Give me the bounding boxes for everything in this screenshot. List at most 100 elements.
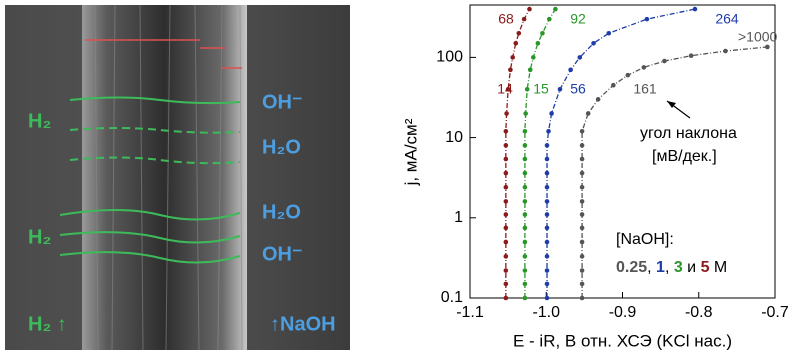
data-point xyxy=(544,170,550,176)
legend-entry: 0.25 xyxy=(616,259,647,276)
data-point xyxy=(503,268,509,273)
legend-entry: M xyxy=(709,259,727,276)
data-point xyxy=(723,48,728,54)
data-point xyxy=(591,40,596,46)
data-point xyxy=(579,143,585,148)
data-point xyxy=(544,239,550,245)
data-point xyxy=(522,281,528,287)
data-point xyxy=(510,55,515,60)
x-tick-label: -1.0 xyxy=(532,304,560,321)
series-line xyxy=(524,8,556,298)
data-point xyxy=(527,6,532,12)
annotation: 264 xyxy=(715,11,739,27)
data-point xyxy=(503,225,509,231)
data-point xyxy=(692,6,698,12)
data-point xyxy=(625,72,631,78)
data-point xyxy=(544,199,550,204)
data-point xyxy=(544,185,550,190)
annotation: 68 xyxy=(498,11,514,27)
data-point xyxy=(544,268,550,273)
annotation: 92 xyxy=(570,11,586,27)
data-point xyxy=(521,16,527,22)
data-point xyxy=(688,53,694,58)
data-point xyxy=(503,143,509,148)
x-tick-label: -0.7 xyxy=(761,304,789,321)
data-point xyxy=(522,170,528,176)
data-point xyxy=(579,239,585,245)
data-point xyxy=(579,225,585,231)
data-point xyxy=(516,30,522,36)
data-point xyxy=(544,225,550,231)
data-point xyxy=(606,30,612,36)
data-point xyxy=(527,67,533,73)
data-point xyxy=(544,281,550,287)
data-point xyxy=(557,87,563,92)
y-axis-label: j, мА/см² xyxy=(401,118,420,186)
data-point xyxy=(503,295,509,301)
series-line xyxy=(505,8,531,298)
data-point xyxy=(522,185,528,190)
data-point xyxy=(579,212,585,217)
arrow-head xyxy=(667,101,676,108)
data-point xyxy=(522,128,528,134)
data-point xyxy=(508,67,513,73)
data-point xyxy=(503,281,509,287)
image-label: H₂ xyxy=(28,226,51,248)
data-point xyxy=(535,40,541,46)
data-point xyxy=(585,111,591,116)
data-point xyxy=(544,156,550,162)
image-label: H₂O xyxy=(262,201,301,223)
legend: 0.25, 1, 3 и 5 M xyxy=(616,259,727,276)
image-label: H₂O xyxy=(262,136,301,158)
data-point xyxy=(503,254,509,259)
data-point xyxy=(522,199,528,204)
annotation: >1000 xyxy=(738,29,778,45)
legend-entry: 1 xyxy=(656,259,665,276)
data-point xyxy=(579,170,585,176)
chart: -1.1 -1.0 -0.9 -0.8 -0.7 0.1 1 10 100 E - iR, В о… xyxy=(401,4,789,350)
image-label: H₂ xyxy=(28,110,51,132)
data-point xyxy=(544,254,550,259)
data-point xyxy=(544,295,550,301)
data-point xyxy=(524,87,530,92)
data-point xyxy=(503,170,509,176)
legend-entry: , xyxy=(647,259,656,276)
data-point xyxy=(503,239,509,245)
data-point xyxy=(522,143,528,148)
data-point xyxy=(579,268,585,273)
data-point xyxy=(611,82,616,88)
data-point xyxy=(579,281,585,287)
annotation: 56 xyxy=(570,81,586,97)
data-point xyxy=(544,143,550,148)
annotation: 14 xyxy=(497,81,513,97)
data-point xyxy=(579,128,585,134)
data-point xyxy=(579,295,585,301)
data-point xyxy=(544,212,550,217)
annotation: [NaOH]: xyxy=(616,231,674,248)
x-tick-label: -0.8 xyxy=(685,304,713,321)
data-point xyxy=(522,268,528,273)
sem-image xyxy=(5,4,350,351)
data-point xyxy=(549,111,554,116)
legend-entry: 5 xyxy=(701,259,710,276)
annotation: угол наклона xyxy=(640,125,737,142)
plot-frame xyxy=(469,4,776,299)
data-point xyxy=(503,199,509,204)
data-point xyxy=(644,16,650,22)
data-point xyxy=(579,254,585,259)
data-point xyxy=(505,87,511,92)
data-point xyxy=(522,225,528,231)
series-line xyxy=(546,8,696,298)
y-tick-label: 0.1 xyxy=(441,289,463,306)
data-point xyxy=(553,6,558,12)
data-point xyxy=(522,156,528,162)
data-point xyxy=(503,185,509,190)
data-point xyxy=(662,58,667,64)
annotation: 15 xyxy=(533,81,549,97)
data-point xyxy=(546,128,551,134)
data-point xyxy=(522,295,528,301)
y-tick-label: 100 xyxy=(436,49,463,66)
data-point xyxy=(522,212,528,217)
annotation: 161 xyxy=(633,81,657,97)
image-label: OH⁻ xyxy=(262,243,303,265)
